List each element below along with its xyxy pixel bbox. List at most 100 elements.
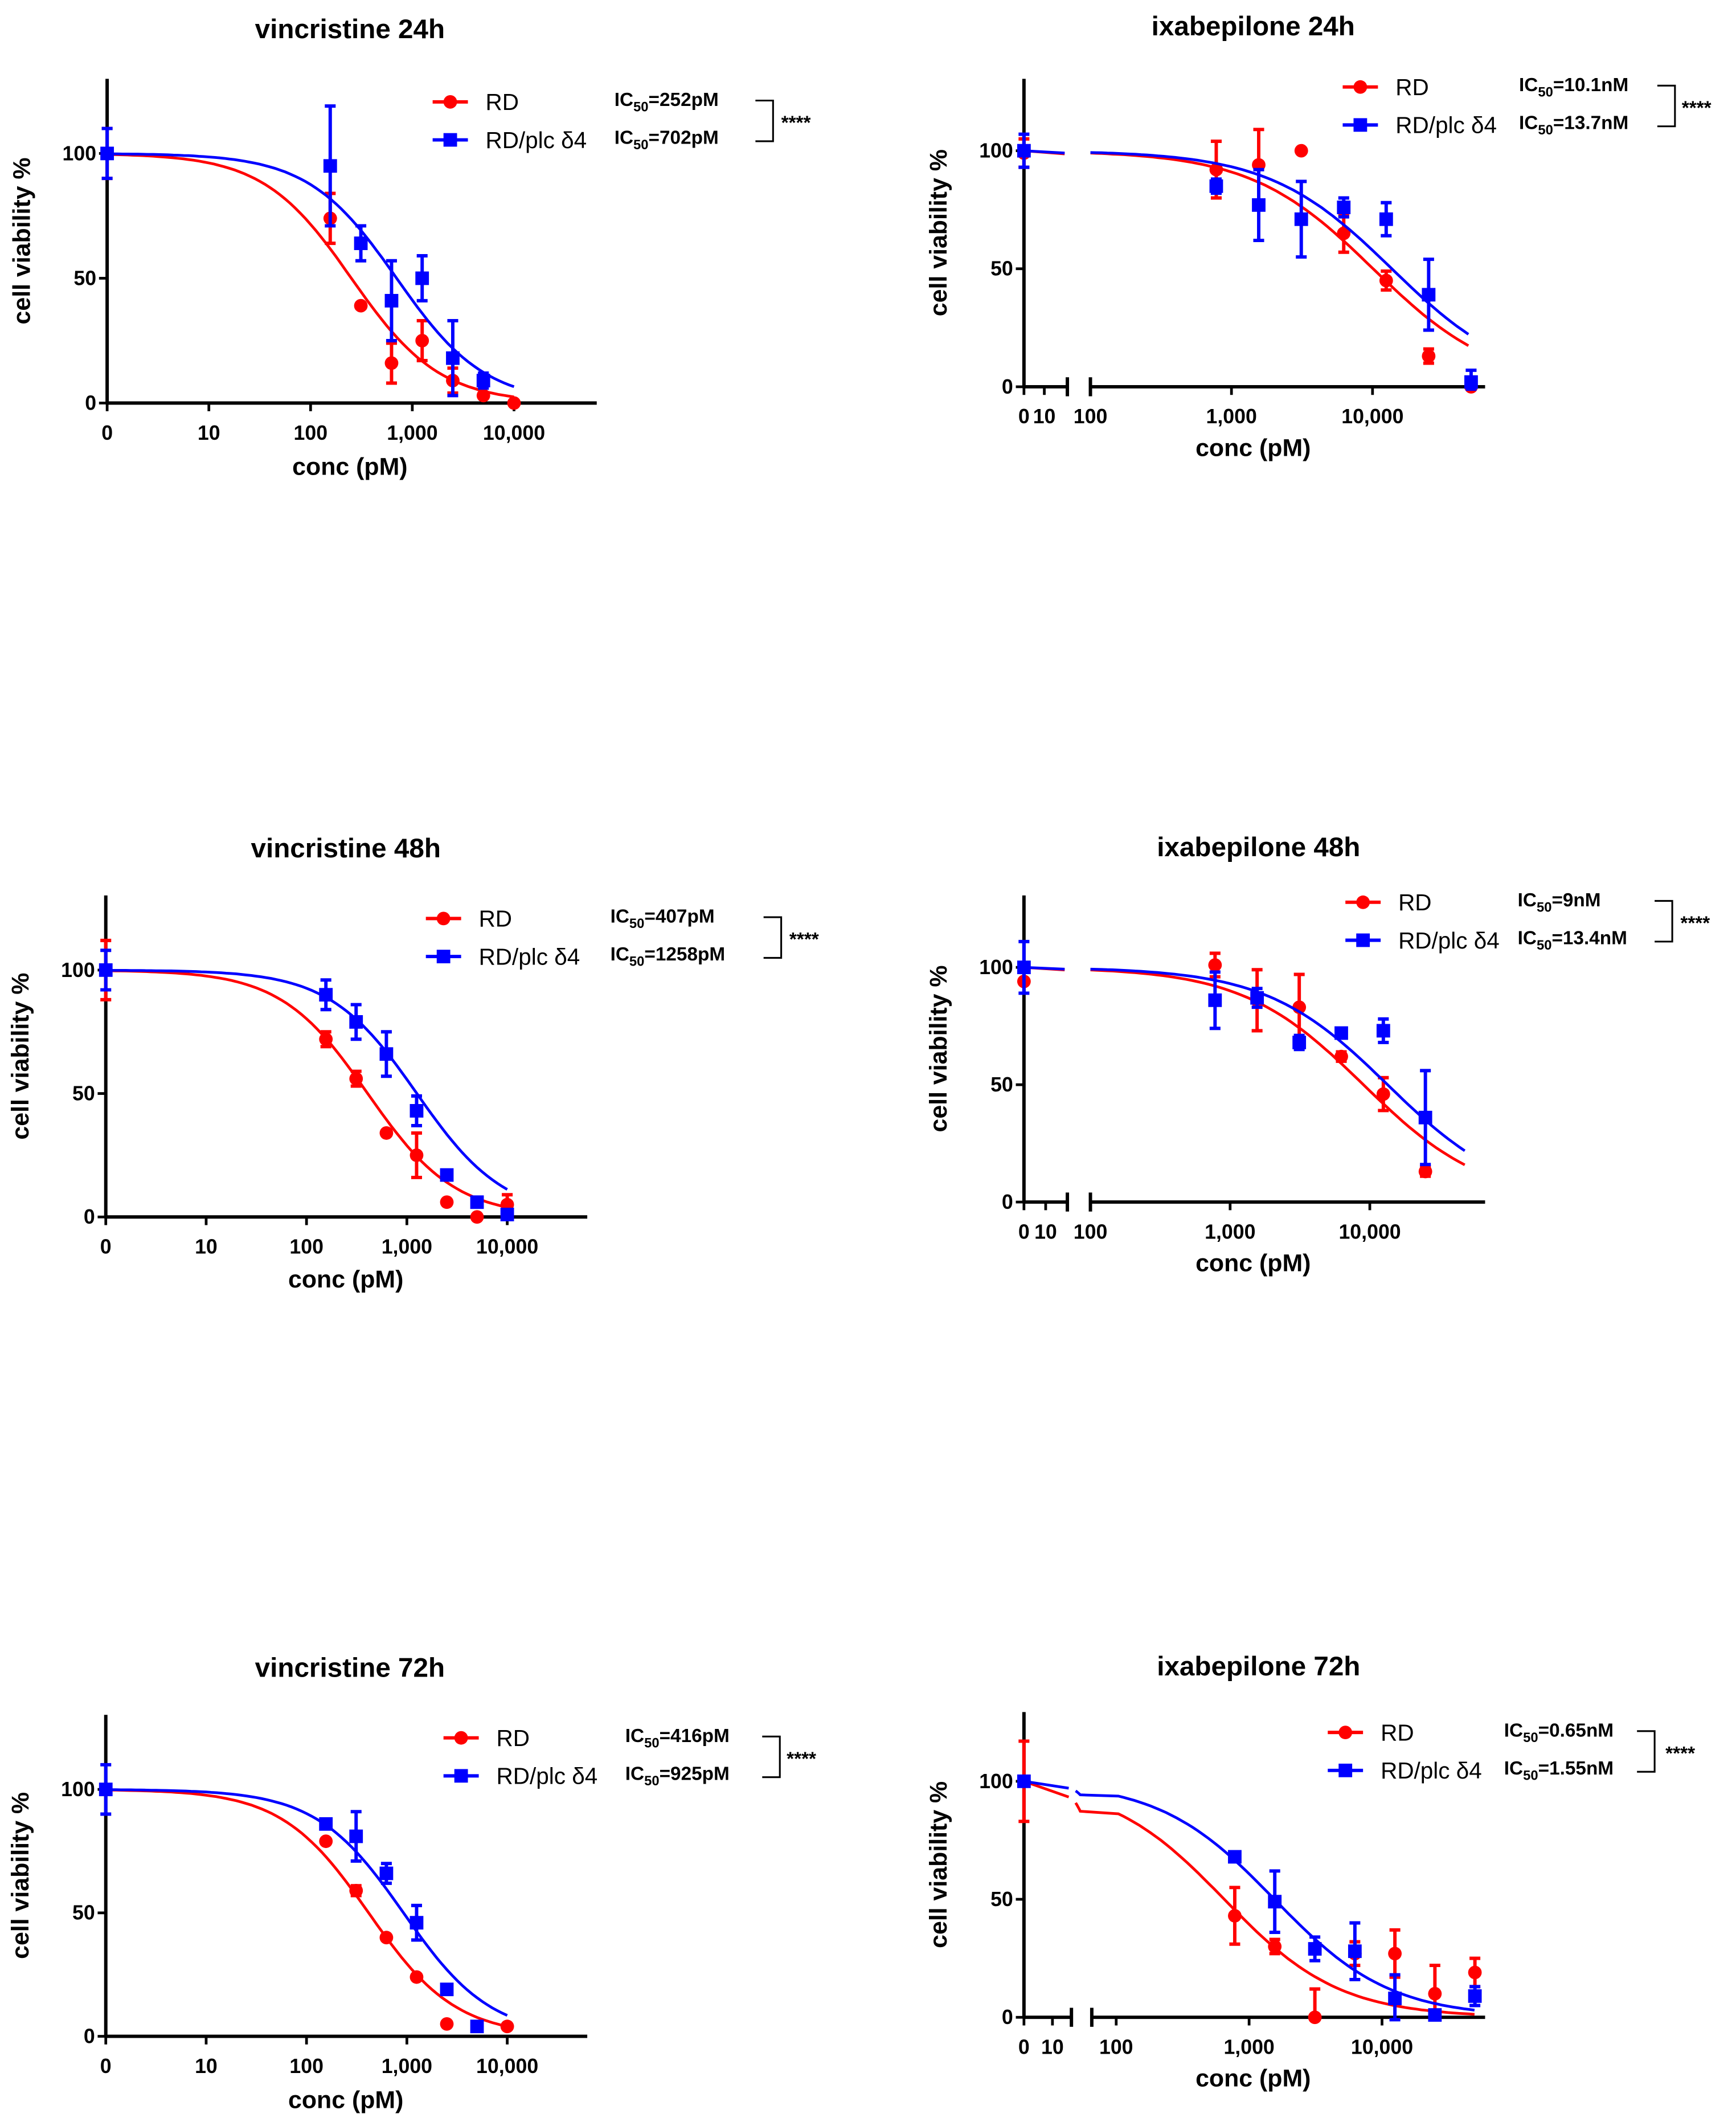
x-tick-label: 100 bbox=[1074, 405, 1108, 428]
data-point-rd bbox=[1376, 1087, 1390, 1101]
fit-curve-rd-plc-d4 bbox=[105, 1788, 508, 2017]
data-point-rd bbox=[1428, 1986, 1442, 2001]
fit-curve-rd-plc-d4 bbox=[1090, 151, 1469, 336]
y-tick-label: 50 bbox=[990, 257, 1013, 280]
x-tick-label: 0 bbox=[1018, 2036, 1030, 2059]
data-point-rd-plc-d4 bbox=[379, 1047, 394, 1061]
y-tick-label: 100 bbox=[61, 959, 95, 982]
data-point-rd-plc-d4 bbox=[1017, 960, 1031, 975]
y-tick-label: 50 bbox=[990, 1888, 1013, 1911]
data-point-rd bbox=[1422, 349, 1436, 363]
data-point-rd-plc-d4 bbox=[1468, 1989, 1482, 2003]
y-axis-label: cell viability % bbox=[925, 149, 952, 316]
x-tick-label: 0 bbox=[100, 1236, 112, 1258]
significance-stars: **** bbox=[781, 113, 811, 134]
data-point-rd bbox=[349, 1072, 363, 1086]
y-axis-label: cell viability % bbox=[925, 1781, 952, 1948]
data-point-rd bbox=[379, 1931, 394, 1945]
fit-curve-rd bbox=[1090, 152, 1469, 347]
legend-label: RD bbox=[497, 1725, 530, 1751]
data-point-rd bbox=[470, 1210, 484, 1224]
ic50-label: IC50=1.55nM bbox=[1504, 1758, 1614, 1784]
legend-label: RD/plc δ4 bbox=[1398, 927, 1500, 954]
x-axis-label: conc (pM) bbox=[292, 453, 407, 481]
significance-bracket bbox=[1657, 84, 1676, 128]
y-tick-label: 0 bbox=[1002, 375, 1013, 398]
data-point-rd-plc-d4 bbox=[1209, 179, 1223, 193]
data-point-rd bbox=[440, 2017, 454, 2031]
ic50-label: IC50=13.7nM bbox=[1519, 113, 1628, 138]
data-point-rd-plc-d4 bbox=[440, 1982, 454, 1997]
data-point-rd bbox=[410, 1970, 424, 1984]
y-axis-label: cell viability % bbox=[7, 973, 34, 1140]
data-point-rd-plc-d4 bbox=[1017, 1774, 1031, 1788]
y-tick-label: 100 bbox=[61, 1778, 95, 1801]
data-point-rd bbox=[1334, 1049, 1348, 1064]
data-point-rd-plc-d4 bbox=[1422, 288, 1436, 302]
x-tick-label: 10 bbox=[195, 1236, 218, 1258]
chart-panel: vincristine 48h 0 50 100 0 10 100 1,000 10,000 co… bbox=[7, 833, 819, 1293]
data-point-rd-plc-d4 bbox=[476, 374, 490, 387]
data-point-rd-plc-d4 bbox=[1348, 1944, 1362, 1959]
data-point-rd-plc-d4 bbox=[1337, 201, 1351, 214]
data-point-rd bbox=[1388, 1947, 1402, 1961]
y-tick-label: 50 bbox=[72, 1902, 95, 1924]
y-tick-label: 100 bbox=[979, 1770, 1013, 1793]
data-point-rd-plc-d4 bbox=[1250, 991, 1264, 1005]
data-point-rd-plc-d4 bbox=[1208, 993, 1222, 1007]
ic50-label: IC50=925pM bbox=[625, 1763, 730, 1789]
fit-curve-rd bbox=[1023, 1780, 1070, 1798]
y-axis-label: cell viability % bbox=[7, 1792, 34, 1959]
x-tick-label: 100 bbox=[1099, 2036, 1133, 2059]
data-point-rd bbox=[415, 334, 429, 347]
chart-title: ixabepilone 24h bbox=[1152, 11, 1355, 42]
data-point-rd bbox=[319, 1834, 333, 1849]
data-point-rd bbox=[1308, 2010, 1322, 2025]
data-point-rd-plc-d4 bbox=[349, 1829, 363, 1843]
data-point-rd-plc-d4 bbox=[470, 2019, 484, 2034]
data-point-rd bbox=[476, 389, 490, 403]
data-point-rd bbox=[410, 1148, 424, 1162]
data-point-rd-plc-d4 bbox=[1294, 212, 1308, 226]
fit-curve-rd bbox=[107, 153, 514, 399]
legend-label: RD bbox=[485, 89, 518, 115]
data-point-rd-plc-d4 bbox=[500, 1208, 514, 1221]
data-point-rd-plc-d4 bbox=[1418, 1110, 1432, 1125]
x-tick-label: 1,000 bbox=[382, 2055, 432, 2078]
ic50-label: IC50=407pM bbox=[611, 906, 715, 932]
chart-panel: ixabepilone 72h 0 50 100 0 10 100 1,000 10,000 co… bbox=[925, 1651, 1695, 2092]
data-point-rd-plc-d4 bbox=[323, 159, 337, 173]
x-tick-label: 0 bbox=[101, 422, 113, 444]
x-tick-label: 100 bbox=[294, 422, 328, 444]
data-point-rd-plc-d4 bbox=[1252, 198, 1266, 212]
data-point-rd-plc-d4 bbox=[470, 1195, 484, 1209]
ic50-label: IC50=9nM bbox=[1518, 890, 1601, 915]
chart-panel: vincristine 24h 0 50 100 0 10 100 1,000 10,000 co… bbox=[8, 14, 810, 481]
chart-title: vincristine 48h bbox=[251, 833, 441, 864]
legend-label: RD/plc δ4 bbox=[485, 127, 587, 153]
x-tick-label: 1,000 bbox=[1206, 405, 1256, 428]
significance-bracket bbox=[1637, 1730, 1656, 1773]
y-tick-label: 0 bbox=[85, 391, 96, 414]
fit-curve-rd-plc-d4 bbox=[107, 152, 515, 388]
data-point-rd-plc-d4 bbox=[446, 351, 460, 365]
x-tick-label: 10,000 bbox=[476, 1236, 538, 1258]
x-tick-label: 10 bbox=[1041, 2036, 1064, 2059]
data-point-rd-plc-d4 bbox=[1292, 1036, 1307, 1049]
legend-label: RD/plc δ4 bbox=[497, 1763, 598, 1789]
data-point-rd-plc-d4 bbox=[1376, 1024, 1390, 1038]
x-tick-label: 0 bbox=[1018, 1220, 1030, 1243]
significance-stars: **** bbox=[789, 929, 819, 950]
fit-curve-rd bbox=[1090, 968, 1465, 1166]
significance-stars: **** bbox=[1680, 913, 1710, 934]
x-tick-label: 10 bbox=[195, 2055, 218, 2078]
data-point-rd-plc-d4 bbox=[319, 988, 333, 1002]
legend-marker-circle bbox=[454, 1731, 468, 1745]
data-point-rd-plc-d4 bbox=[99, 1782, 113, 1797]
legend-marker-square bbox=[1338, 1763, 1353, 1777]
data-point-rd bbox=[1379, 273, 1393, 288]
y-tick-label: 0 bbox=[1002, 1191, 1013, 1213]
